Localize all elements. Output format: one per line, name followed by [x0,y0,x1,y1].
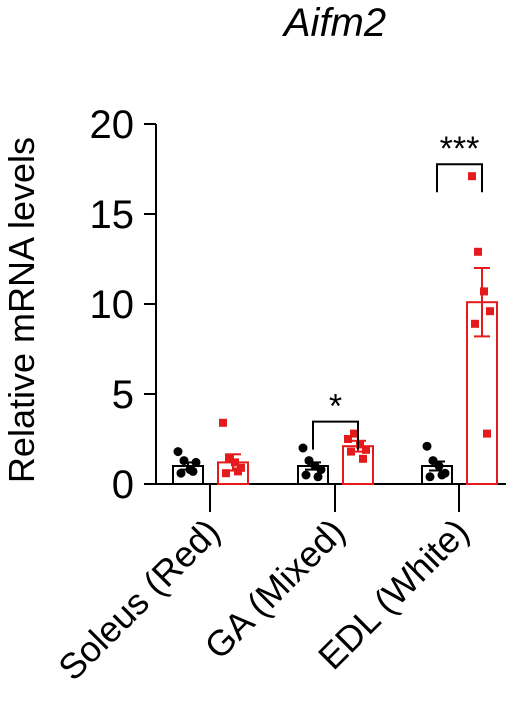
y-tick-label: 20 [90,103,135,147]
data-point [225,454,233,463]
data-point [480,287,488,296]
y-tick-label: 5 [112,373,134,417]
data-point [179,456,189,466]
data-point [234,467,242,476]
x-category-label: Soleus (Red) [50,511,228,689]
data-point [298,443,308,453]
data-point [422,441,432,451]
data-point [356,440,364,449]
significance-label: *** [440,130,480,168]
data-point [347,447,355,456]
data-point [188,466,198,476]
data-point [362,445,370,454]
data-point [231,458,239,467]
data-point [434,461,444,471]
data-point [316,465,326,475]
data-point [474,247,482,256]
data-point [483,429,491,438]
significance-label: * [329,388,342,426]
data-point [173,447,183,457]
y-axis-label: Relative mRNA levels [1,137,42,483]
data-point [219,418,227,427]
data-point [437,470,447,480]
data-point [191,457,201,467]
data-point [301,470,311,480]
data-point [222,469,230,478]
data-point [350,429,358,438]
data-point [468,172,476,181]
data-point [428,456,438,466]
chart-title: Aifm2 [282,1,386,45]
y-tick-label: 0 [112,463,134,507]
data-point [344,435,352,443]
significance-bracket [312,420,359,450]
data-point [176,468,186,478]
significance-bracket [436,163,483,193]
data-point [359,454,367,463]
data-point [313,472,323,482]
y-tick-label: 15 [90,193,135,237]
y-tick-label: 10 [90,283,135,327]
data-point [425,472,435,482]
data-point [486,307,494,316]
data-point [304,456,314,466]
data-point [471,319,479,328]
